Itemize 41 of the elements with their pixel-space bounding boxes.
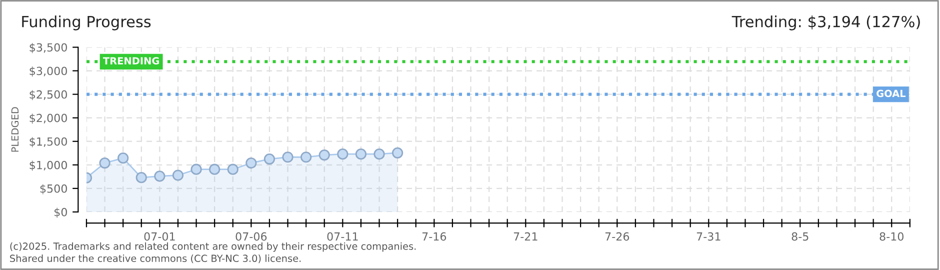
y-tick-label: $2,500 bbox=[30, 90, 67, 100]
y-tick-label: $2,000 bbox=[30, 114, 67, 124]
x-tick-label: 8-10 bbox=[880, 232, 904, 241]
text: (c)2025. Trademarks and related content are owned by their respective companies. bbox=[10, 242, 416, 252]
point bbox=[172, 170, 184, 181]
x-tick-label: 07-11 bbox=[327, 232, 358, 241]
point bbox=[355, 148, 367, 160]
point bbox=[282, 152, 294, 163]
ref-line-label: TRENDING bbox=[102, 57, 159, 64]
x-tick-label: 7-21 bbox=[514, 232, 538, 241]
point bbox=[318, 149, 330, 161]
point bbox=[118, 152, 129, 164]
y-axis-title: PLEDGED bbox=[11, 107, 19, 152]
point bbox=[374, 148, 385, 160]
point bbox=[99, 157, 110, 169]
point bbox=[190, 164, 202, 175]
x-tick-label: 7-26 bbox=[605, 232, 630, 241]
point bbox=[246, 157, 257, 169]
x-tick-label: 7-31 bbox=[696, 232, 720, 241]
x-tick-label: 7-16 bbox=[422, 232, 446, 241]
y-tick-label: $3,500 bbox=[30, 43, 67, 54]
chart-title: Funding Progress bbox=[22, 16, 151, 30]
point bbox=[136, 172, 147, 184]
point bbox=[209, 164, 220, 175]
x-tick-label: 8-5 bbox=[792, 232, 808, 241]
y-tick-label: $1,500 bbox=[30, 137, 67, 148]
x-tick-label: 07-06 bbox=[236, 232, 267, 241]
y-tick-label: $1,000 bbox=[30, 160, 67, 171]
text: Shared under the creative commons (CC BY-NC 3.0) license. bbox=[10, 254, 301, 264]
y-tick-label: $3,000 bbox=[30, 66, 67, 77]
point bbox=[264, 153, 276, 165]
point bbox=[392, 147, 404, 158]
y-tick-label: $0 bbox=[54, 208, 67, 218]
point bbox=[154, 170, 166, 182]
ref-line-label: GOAL bbox=[876, 90, 906, 98]
point bbox=[300, 152, 312, 163]
chart-subtitle: Trending: $3,194 (127%) bbox=[732, 16, 920, 30]
x-tick-label: 07-01 bbox=[144, 232, 175, 241]
point bbox=[337, 148, 348, 160]
point bbox=[227, 164, 238, 175]
y-tick-label: $500 bbox=[40, 184, 67, 194]
